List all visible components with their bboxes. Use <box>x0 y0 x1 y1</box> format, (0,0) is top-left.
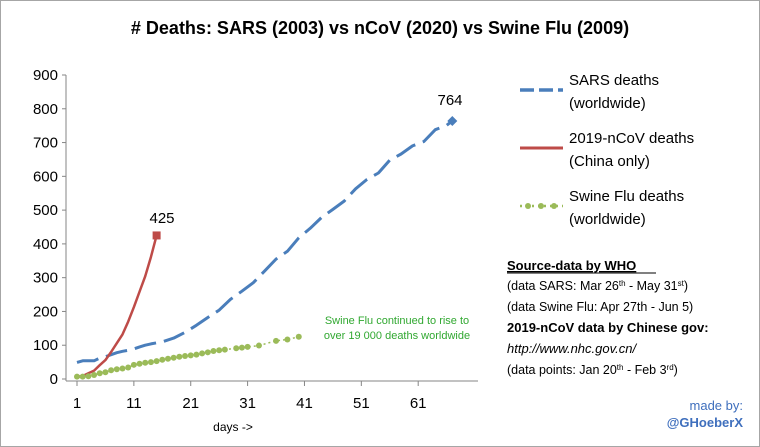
series-point-swine-flu <box>176 353 183 360</box>
series-point-swine-flu <box>74 373 80 380</box>
swine-flu-annotation-line1: Swine Flu continued to rise to <box>325 315 469 327</box>
chart-title: # Deaths: SARS (2003) vs nCoV (2020) vs … <box>131 18 629 38</box>
series-point-swine-flu <box>295 333 302 340</box>
x-tick-label: 51 <box>353 395 370 412</box>
series-point-swine-flu <box>108 367 115 374</box>
y-tick-label: 400 <box>33 236 58 253</box>
credit-made-by: made by: <box>690 398 743 413</box>
series-point-swine-flu <box>153 358 160 365</box>
series-point-swine-flu <box>119 365 126 372</box>
end-marker-sars <box>447 115 458 126</box>
y-tick-label: 0 <box>50 371 58 388</box>
ncov-end-label: 425 <box>149 210 174 227</box>
y-tick-label: 500 <box>33 202 58 219</box>
legend-marker-swine-flu-a <box>525 203 531 209</box>
series-point-swine-flu <box>91 371 98 378</box>
series-line-sars <box>76 119 454 364</box>
source-title: Source-data by WHO <box>507 258 636 273</box>
series-point-swine-flu <box>113 366 120 373</box>
source-swine-line: (data Swine Flu: Apr 27th - Jun 5) <box>507 300 693 314</box>
legend-label-sars-2: (worldwide) <box>569 95 646 112</box>
series-layer <box>74 115 458 380</box>
series-point-swine-flu <box>210 347 217 354</box>
legend-item-swine-flu: Swine Flu deaths (worldwide) <box>520 188 684 228</box>
legend-label-swine-flu-1: Swine Flu deaths <box>569 188 684 205</box>
series-point-swine-flu <box>147 359 154 366</box>
y-tick-label: 900 <box>33 67 58 84</box>
series-point-swine-flu <box>284 336 291 343</box>
x-tick-label: 21 <box>182 395 199 412</box>
series-point-swine-flu <box>85 373 92 380</box>
source-block: Source-data by WHO (data SARS: Mar 26th … <box>507 258 709 377</box>
y-tick-label: 700 <box>33 135 58 152</box>
sars-end-label: 764 <box>437 92 462 109</box>
series-point-swine-flu <box>102 369 109 376</box>
y-tick-label: 200 <box>33 303 58 320</box>
series-point-swine-flu <box>204 349 211 356</box>
y-ticks: 0 100 200 300 400 500 600 700 800 900 <box>33 67 66 388</box>
source-sars-line: (data SARS: Mar 26th - May 31st) <box>507 279 688 294</box>
x-tick-label: 31 <box>239 395 256 412</box>
legend-label-ncov-1: 2019-nCoV deaths <box>569 130 694 147</box>
legend-label-swine-flu-2: (worldwide) <box>569 211 646 228</box>
legend-item-sars: SARS deaths (worldwide) <box>520 72 659 112</box>
series-point-swine-flu <box>79 373 86 380</box>
series-point-swine-flu <box>187 352 194 359</box>
legend-label-sars-1: SARS deaths <box>569 72 659 89</box>
series-point-swine-flu <box>136 360 143 367</box>
source-url[interactable]: http://www.nhc.gov.cn/ <box>507 341 637 356</box>
y-tick-label: 600 <box>33 168 58 185</box>
series-point-swine-flu <box>142 359 149 366</box>
y-tick-label: 300 <box>33 270 58 287</box>
series-point-swine-flu <box>170 354 177 361</box>
legend-label-ncov-2: (China only) <box>569 153 650 170</box>
x-axis-label: days -> <box>213 420 253 434</box>
series-point-swine-flu <box>221 346 228 353</box>
swine-flu-annotation-line2: over 19 000 deaths worldwide <box>324 330 470 342</box>
series-point-swine-flu <box>159 356 166 363</box>
series-point-swine-flu <box>273 337 280 344</box>
source-ncov-points: (data points: Jan 20th - Feb 3rd) <box>507 363 678 378</box>
series-point-swine-flu <box>238 344 245 351</box>
series-point-swine-flu <box>164 355 171 362</box>
series-point-swine-flu <box>244 343 251 350</box>
legend-marker-swine-flu-c <box>551 203 557 209</box>
y-tick-label: 800 <box>33 101 58 118</box>
series-point-swine-flu <box>193 351 200 358</box>
series-point-swine-flu <box>182 353 189 360</box>
x-tick-label: 11 <box>126 395 142 412</box>
x-tick-label: 41 <box>296 395 313 412</box>
series-point-swine-flu <box>130 361 137 368</box>
legend-item-ncov: 2019-nCoV deaths (China only) <box>520 130 694 170</box>
series-point-swine-flu <box>233 345 240 352</box>
series-line-ncov <box>76 235 158 379</box>
end-marker-ncov <box>152 231 161 240</box>
legend: SARS deaths (worldwide) 2019-nCoV deaths… <box>520 72 694 228</box>
series-point-swine-flu <box>255 342 262 349</box>
x-ticks: 1 11 21 31 41 51 61 <box>73 381 427 412</box>
series-point-swine-flu <box>216 347 223 354</box>
series-point-swine-flu <box>125 364 132 371</box>
legend-marker-swine-flu-b <box>538 203 544 209</box>
series-point-swine-flu <box>199 350 206 357</box>
x-tick-label: 61 <box>410 395 427 412</box>
credit-handle: @GHoeberX <box>667 415 744 430</box>
source-ncov-title: 2019-nCoV data by Chinese gov: <box>507 320 709 335</box>
x-tick-label: 1 <box>73 395 81 412</box>
series-point-swine-flu <box>96 370 103 377</box>
y-tick-label: 100 <box>33 337 58 354</box>
